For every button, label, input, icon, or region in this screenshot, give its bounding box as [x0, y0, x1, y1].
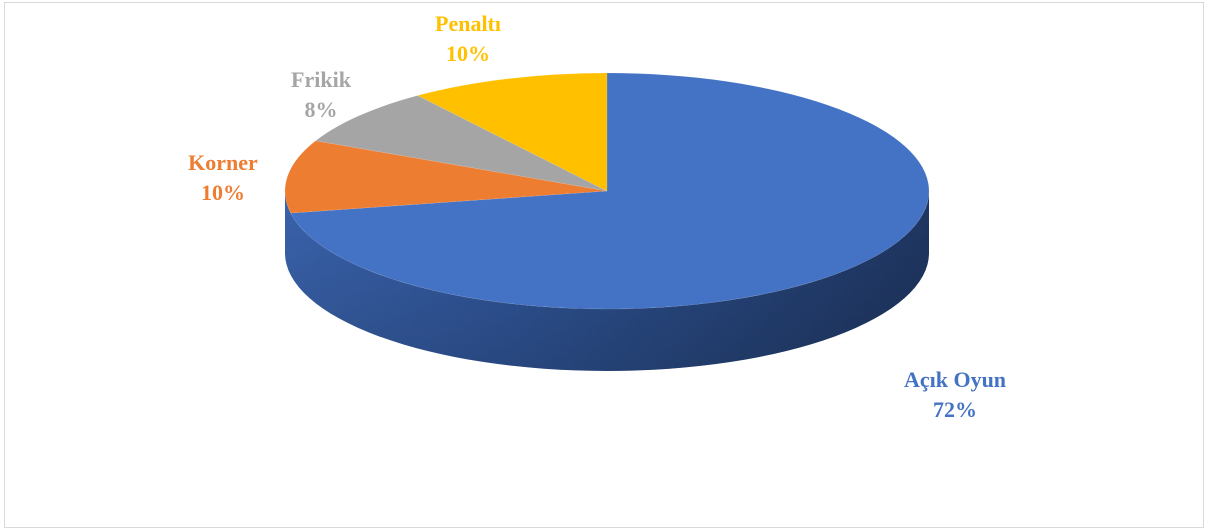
- slice-acik-oyun: [290, 72, 930, 310]
- data-label-acik-oyun-category: Açık Oyun: [904, 367, 1006, 392]
- pie-side-wall: [285, 191, 929, 371]
- data-label-korner-category: Korner: [188, 150, 258, 175]
- slice-penalti: [416, 72, 608, 192]
- data-label-acik-oyun-value: 72%: [933, 397, 977, 422]
- pie-labels: Açık Oyun 72% Korner 10% Frikik 8% Penaltı 10%: [188, 11, 1006, 422]
- chart-area: Açık Oyun 72% Korner 10% Frikik 8% Penaltı 10%: [4, 2, 1204, 528]
- pie-chart: Açık Oyun 72% Korner 10% Frikik 8% Penaltı 10%: [188, 11, 1006, 422]
- data-label-penalti-value: 10%: [446, 41, 490, 66]
- data-label-frikik-category: Frikik: [291, 67, 352, 92]
- slice-frikik: [314, 95, 608, 192]
- data-label-korner-value: 10%: [201, 180, 245, 205]
- slice-side-shade: [285, 191, 929, 371]
- slice-korner: [284, 140, 608, 214]
- data-label-penalti-category: Penaltı: [435, 11, 501, 36]
- pie-top: [284, 72, 930, 310]
- data-label-frikik-value: 8%: [305, 97, 338, 122]
